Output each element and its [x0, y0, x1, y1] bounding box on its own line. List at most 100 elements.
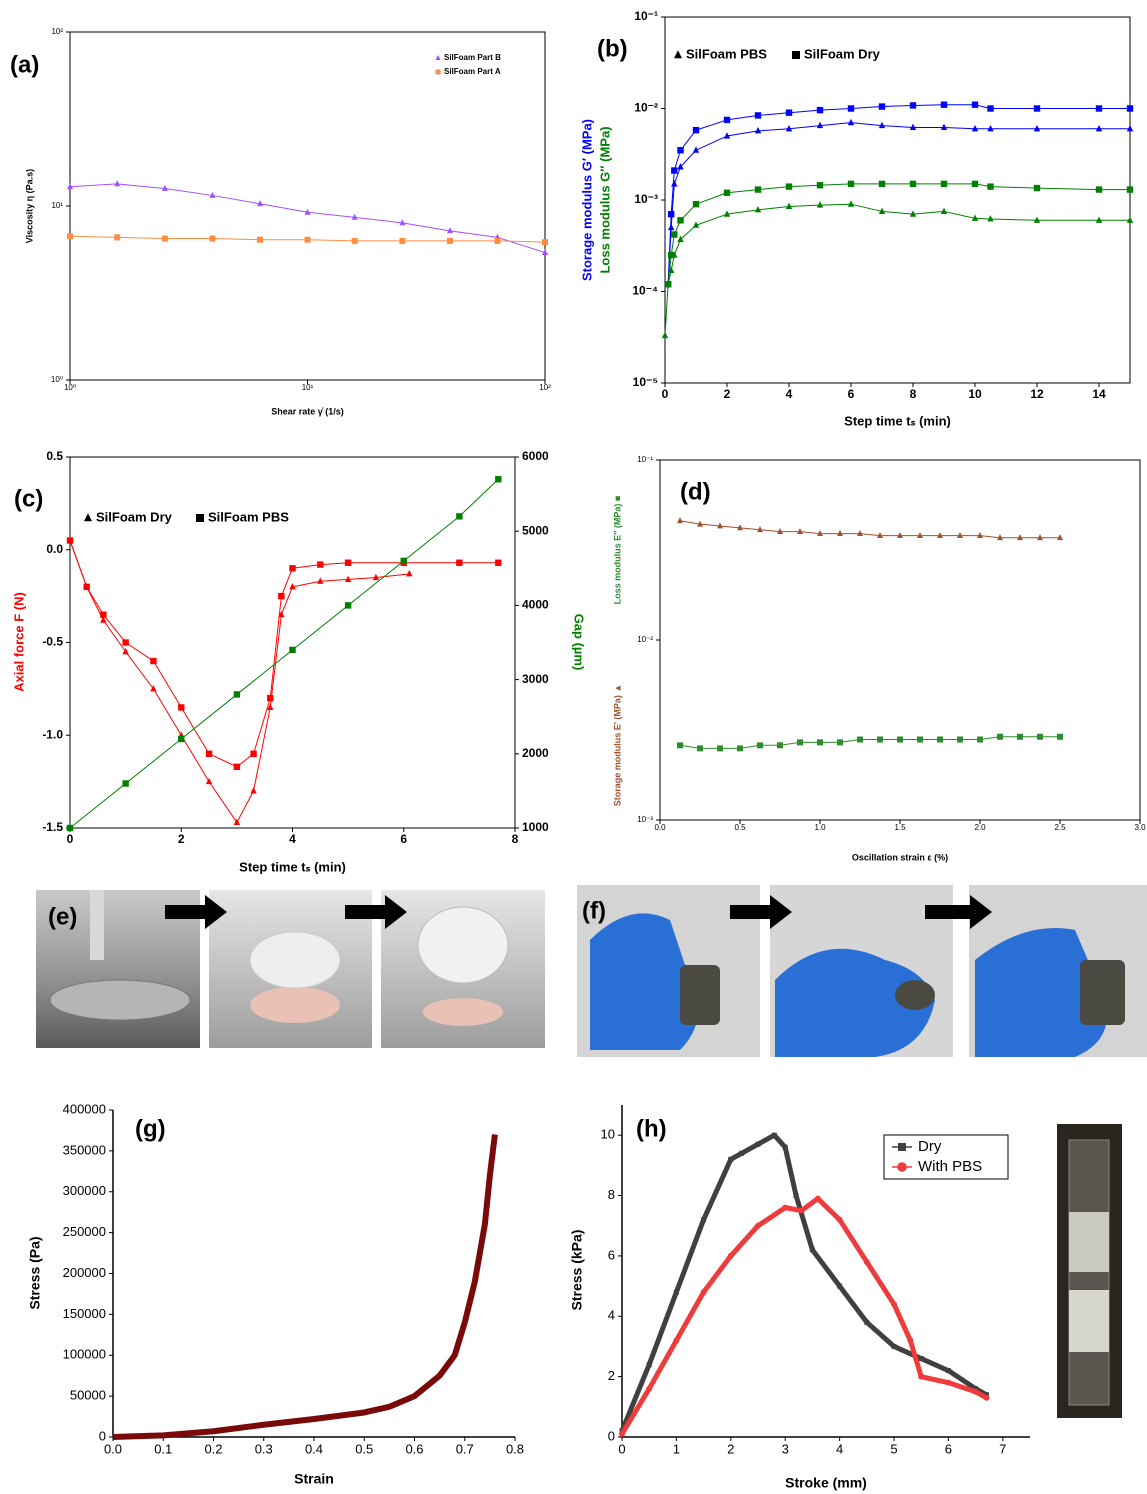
- y-axis-title: Loss modulus E″ (MPa) ■: [612, 496, 622, 605]
- marker: [816, 182, 824, 189]
- y-tick-label: 10⁰: [51, 375, 63, 384]
- marker: [289, 646, 296, 654]
- panel-label: (g): [135, 1115, 166, 1142]
- marker: [728, 1156, 734, 1162]
- marker: [891, 1343, 897, 1349]
- x-tick-label: 4: [289, 832, 296, 846]
- series-line: [664, 203, 1130, 336]
- y-tick-label: 150000: [63, 1306, 106, 1321]
- y-tick-label: 50000: [70, 1388, 106, 1403]
- marker: [777, 742, 783, 749]
- marker: [878, 207, 886, 214]
- marker: [971, 101, 979, 108]
- marker: [878, 121, 886, 129]
- marker: [816, 201, 824, 208]
- marker: [727, 1252, 734, 1259]
- marker: [1037, 733, 1043, 740]
- y-axis-title: Storage modulus E′ (MPa) ▲: [612, 684, 622, 807]
- marker: [456, 513, 463, 520]
- marker: [739, 1150, 745, 1156]
- marker: [847, 118, 855, 126]
- marker: [495, 476, 502, 483]
- marker: [66, 824, 74, 832]
- x-tick-label: 10²: [539, 383, 551, 392]
- series-line: [667, 104, 1130, 285]
- marker: [67, 183, 73, 190]
- marker: [406, 570, 413, 577]
- marker: [267, 703, 274, 710]
- arrow: [165, 895, 227, 929]
- y2-tick-label: 5000: [522, 523, 549, 537]
- marker: [817, 530, 823, 537]
- marker: [909, 123, 917, 131]
- photo-detail: [423, 998, 503, 1026]
- photo-detail: [975, 928, 1107, 1057]
- marker: [619, 1430, 625, 1437]
- marker: [209, 191, 216, 198]
- x-tick-label: 0.0: [104, 1441, 122, 1456]
- legend-label: SilFoam Part A: [444, 67, 501, 76]
- marker: [997, 733, 1003, 740]
- marker: [717, 745, 723, 752]
- marker: [785, 183, 793, 190]
- y-tick-label: 10⁻⁴: [632, 284, 658, 298]
- marker: [782, 1144, 788, 1150]
- legend-label: SilFoam PBS: [208, 509, 289, 524]
- series-line: [69, 478, 499, 829]
- marker: [267, 694, 274, 702]
- marker: [777, 528, 783, 535]
- marker: [697, 520, 703, 527]
- marker: [983, 1392, 989, 1398]
- marker: [754, 206, 762, 213]
- x-tick-label: 5: [890, 1441, 897, 1456]
- legend-marker: [897, 1162, 907, 1172]
- marker: [940, 207, 948, 214]
- y2-axis-title: Gap (µm): [572, 614, 587, 671]
- marker: [1017, 733, 1023, 740]
- y2-tick-label: 4000: [522, 598, 549, 612]
- marker: [677, 163, 684, 170]
- marker: [161, 235, 168, 242]
- x-tick-label: 2: [178, 832, 185, 846]
- y-tick-label: 300000: [63, 1183, 106, 1198]
- marker: [918, 1373, 925, 1380]
- x-tick-label: 1: [673, 1441, 680, 1456]
- y-tick-label: 0.0: [46, 542, 63, 556]
- marker: [771, 1132, 777, 1138]
- marker: [67, 233, 73, 240]
- y-tick-label: 350000: [63, 1142, 106, 1157]
- photo-detail: [417, 906, 509, 984]
- marker: [1037, 534, 1043, 541]
- marker: [668, 251, 675, 259]
- marker: [668, 210, 675, 218]
- marker: [897, 532, 903, 539]
- marker: [100, 611, 107, 618]
- marker: [797, 528, 803, 535]
- series-line: [667, 183, 1130, 285]
- marker: [178, 735, 185, 743]
- photo-detail: [1069, 1212, 1109, 1272]
- marker: [909, 180, 917, 188]
- x-tick-label: 0.7: [456, 1441, 474, 1456]
- marker: [847, 105, 855, 112]
- marker: [737, 524, 743, 531]
- marker: [987, 183, 994, 190]
- arrow: [925, 895, 992, 929]
- marker: [857, 736, 863, 743]
- plot-frame: [69, 31, 546, 381]
- marker: [114, 180, 121, 187]
- x-tick-label: 14: [1092, 387, 1106, 401]
- y-tick-label: -0.5: [42, 635, 63, 649]
- marker: [372, 573, 380, 581]
- marker: [723, 189, 731, 196]
- marker: [344, 575, 352, 582]
- marker: [697, 745, 703, 752]
- marker: [304, 208, 311, 215]
- y-tick-label: 10¹: [51, 201, 63, 210]
- y-tick-label: -1.0: [42, 727, 63, 741]
- marker: [351, 213, 358, 220]
- marker: [957, 736, 963, 743]
- y-tick-label: 10⁻⁵: [633, 375, 658, 389]
- marker: [1126, 124, 1134, 132]
